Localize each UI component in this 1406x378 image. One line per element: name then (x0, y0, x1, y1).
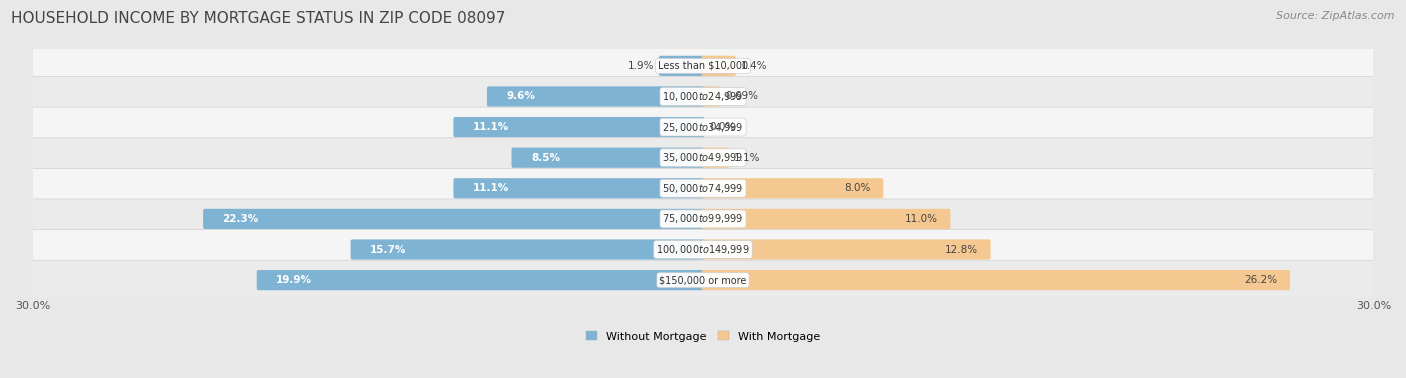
Text: 0.0%: 0.0% (710, 122, 735, 132)
Text: 1.4%: 1.4% (741, 61, 768, 71)
FancyBboxPatch shape (30, 260, 1376, 300)
FancyBboxPatch shape (486, 86, 704, 107)
Text: Less than $10,000: Less than $10,000 (658, 61, 748, 71)
Text: HOUSEHOLD INCOME BY MORTGAGE STATUS IN ZIP CODE 08097: HOUSEHOLD INCOME BY MORTGAGE STATUS IN Z… (11, 11, 506, 26)
Text: 0.69%: 0.69% (725, 91, 758, 101)
Text: $35,000 to $49,999: $35,000 to $49,999 (662, 151, 744, 164)
Text: 8.5%: 8.5% (531, 153, 560, 163)
Legend: Without Mortgage, With Mortgage: Without Mortgage, With Mortgage (582, 327, 824, 346)
Text: 15.7%: 15.7% (370, 245, 406, 254)
Text: 11.0%: 11.0% (904, 214, 938, 224)
FancyBboxPatch shape (30, 138, 1376, 178)
FancyBboxPatch shape (257, 270, 704, 290)
Text: Source: ZipAtlas.com: Source: ZipAtlas.com (1277, 11, 1395, 21)
Text: 22.3%: 22.3% (222, 214, 259, 224)
Text: 26.2%: 26.2% (1244, 275, 1277, 285)
FancyBboxPatch shape (30, 169, 1376, 208)
FancyBboxPatch shape (702, 56, 735, 76)
FancyBboxPatch shape (659, 56, 704, 76)
FancyBboxPatch shape (702, 209, 950, 229)
FancyBboxPatch shape (350, 239, 704, 260)
FancyBboxPatch shape (30, 107, 1376, 147)
Text: 11.1%: 11.1% (472, 183, 509, 193)
Text: 1.9%: 1.9% (627, 61, 654, 71)
FancyBboxPatch shape (30, 46, 1376, 86)
Text: $10,000 to $24,999: $10,000 to $24,999 (662, 90, 744, 103)
FancyBboxPatch shape (512, 147, 704, 168)
FancyBboxPatch shape (702, 239, 991, 260)
FancyBboxPatch shape (702, 147, 730, 168)
Text: 12.8%: 12.8% (945, 245, 977, 254)
Text: 1.1%: 1.1% (734, 153, 761, 163)
Text: 8.0%: 8.0% (844, 183, 870, 193)
Text: $100,000 to $149,999: $100,000 to $149,999 (657, 243, 749, 256)
Text: $25,000 to $34,999: $25,000 to $34,999 (662, 121, 744, 133)
Text: $75,000 to $99,999: $75,000 to $99,999 (662, 212, 744, 225)
FancyBboxPatch shape (453, 117, 704, 137)
FancyBboxPatch shape (702, 86, 720, 107)
FancyBboxPatch shape (453, 178, 704, 198)
FancyBboxPatch shape (30, 77, 1376, 116)
Text: 9.6%: 9.6% (506, 91, 536, 101)
Text: 11.1%: 11.1% (472, 122, 509, 132)
FancyBboxPatch shape (202, 209, 704, 229)
Text: 19.9%: 19.9% (276, 275, 312, 285)
Text: $150,000 or more: $150,000 or more (659, 275, 747, 285)
FancyBboxPatch shape (30, 199, 1376, 239)
FancyBboxPatch shape (702, 270, 1291, 290)
FancyBboxPatch shape (30, 229, 1376, 270)
Text: $50,000 to $74,999: $50,000 to $74,999 (662, 182, 744, 195)
FancyBboxPatch shape (702, 178, 883, 198)
